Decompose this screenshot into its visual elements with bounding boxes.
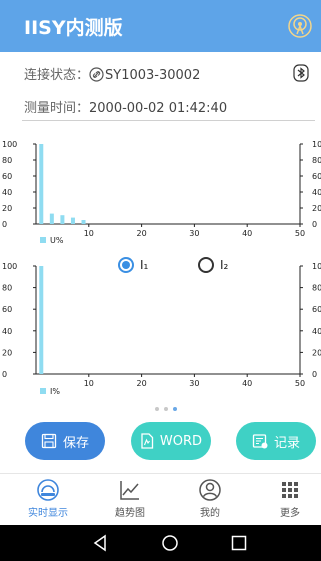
time-label: 测量时间： bbox=[24, 101, 90, 116]
legend-label: U% bbox=[50, 236, 64, 245]
bar bbox=[39, 144, 44, 224]
y-tick-label-right: 40 bbox=[312, 327, 321, 336]
radio-i1-label: I₁ bbox=[140, 258, 149, 272]
page-dot bbox=[155, 407, 159, 411]
nav-more-label: 更多 bbox=[280, 508, 300, 519]
x-tick-label: 40 bbox=[242, 379, 252, 388]
x-tick-label: 30 bbox=[189, 229, 199, 238]
y-tick-label-right: 20 bbox=[312, 348, 321, 357]
home-icon[interactable] bbox=[161, 534, 179, 552]
y-tick-label-right: 10 bbox=[312, 140, 321, 149]
connection-label: 连接状态： bbox=[24, 68, 90, 83]
record-button[interactable]: 记录 bbox=[236, 422, 316, 460]
document-icon bbox=[141, 433, 154, 449]
y-tick-label-left: 100 bbox=[2, 140, 17, 149]
app-title: IISY内测版 bbox=[24, 17, 123, 39]
page-indicator bbox=[155, 407, 177, 411]
bar bbox=[81, 220, 86, 224]
bar bbox=[70, 217, 75, 224]
user-icon bbox=[199, 479, 221, 501]
y-tick-label-left: 60 bbox=[2, 305, 12, 314]
y-tick-label-right: 60 bbox=[312, 305, 321, 314]
record-icon bbox=[252, 434, 268, 449]
nav-realtime-label: 实时显示 bbox=[28, 508, 68, 519]
current-harmonic-chart: 100 10 80 80 60 60 40 40 20 20 0 0 10 20 30 40 50 I% bbox=[0, 259, 321, 401]
y-tick-label-right: 80 bbox=[312, 156, 321, 165]
radio-i2[interactable]: I₂ bbox=[198, 257, 228, 273]
back-icon[interactable] bbox=[92, 534, 108, 552]
y-tick-label-left: 80 bbox=[2, 156, 12, 165]
record-label: 记录 bbox=[273, 435, 300, 451]
y-tick-label-right: 0 bbox=[312, 370, 317, 379]
x-tick-label: 10 bbox=[84, 229, 94, 238]
y-tick-label-right: 40 bbox=[312, 188, 321, 197]
connection-status: 连接状态： SY1003-30002 bbox=[24, 64, 200, 83]
nav-mine-label: 我的 bbox=[200, 508, 220, 519]
page-dot bbox=[164, 407, 168, 411]
nav-trend[interactable]: 趋势图 bbox=[100, 478, 160, 519]
time-value: 2000-00-02 01:42:40 bbox=[89, 101, 228, 116]
bluetooth-icon[interactable] bbox=[292, 64, 310, 82]
voltage-harmonic-svg: 100 10 80 80 60 60 40 40 20 20 0 0 10 20 30 40 50 U% bbox=[2, 140, 321, 245]
x-tick-label: 40 bbox=[242, 229, 252, 238]
device-id: SY1003-30002 bbox=[105, 68, 201, 83]
x-tick-label: 20 bbox=[137, 229, 147, 238]
nav-realtime[interactable]: 实时显示 bbox=[18, 478, 78, 519]
save-button[interactable]: 保存 bbox=[25, 422, 105, 460]
grid-icon bbox=[282, 482, 298, 498]
bar bbox=[60, 215, 65, 224]
legend-swatch bbox=[40, 388, 46, 394]
x-tick-label: 10 bbox=[84, 379, 94, 388]
legend-label: I% bbox=[50, 387, 60, 396]
word-label: WORD bbox=[159, 433, 203, 449]
save-label: 保存 bbox=[62, 435, 89, 451]
broadcast-icon[interactable] bbox=[287, 13, 313, 39]
x-tick-label: 30 bbox=[189, 379, 199, 388]
legend-swatch bbox=[40, 237, 46, 243]
bar bbox=[39, 266, 44, 374]
y-tick-label-right: 10 bbox=[312, 262, 321, 271]
x-tick-label: 50 bbox=[295, 229, 305, 238]
y-tick-label-left: 0 bbox=[2, 370, 7, 379]
y-tick-label-left: 40 bbox=[2, 188, 12, 197]
x-tick-label: 50 bbox=[295, 379, 305, 388]
nav-trend-label: 趋势图 bbox=[115, 508, 145, 519]
y-tick-label-right: 0 bbox=[312, 220, 317, 229]
save-icon bbox=[41, 433, 57, 449]
y-tick-label-right: 80 bbox=[312, 284, 321, 293]
y-tick-label-left: 20 bbox=[2, 348, 12, 357]
recents-icon[interactable] bbox=[230, 534, 248, 552]
y-tick-label-left: 0 bbox=[2, 220, 7, 229]
gauge-icon bbox=[37, 479, 59, 501]
y-tick-label-right: 60 bbox=[312, 172, 321, 181]
radio-i1[interactable]: I₁ bbox=[118, 257, 148, 273]
radio-i2-circle bbox=[198, 257, 214, 273]
y-tick-label-left: 40 bbox=[2, 327, 12, 336]
bar bbox=[49, 213, 54, 224]
measure-time: 测量时间：2000-00-02 01:42:40 bbox=[24, 97, 227, 116]
current-harmonic-svg: 100 10 80 80 60 60 40 40 20 20 0 0 10 20 30 40 50 I% bbox=[2, 262, 321, 396]
y-tick-label-right: 20 bbox=[312, 204, 321, 213]
word-button[interactable]: WORD bbox=[131, 422, 211, 460]
y-tick-label-left: 20 bbox=[2, 204, 12, 213]
y-tick-label-left: 60 bbox=[2, 172, 12, 181]
current-selector: I₁ I₂ bbox=[0, 257, 321, 277]
bottom-nav: 实时显示 趋势图 我的 更多 bbox=[0, 473, 321, 525]
nav-mine[interactable]: 我的 bbox=[180, 478, 240, 519]
radio-i1-circle bbox=[118, 257, 134, 273]
page-dot-active bbox=[173, 407, 177, 411]
system-nav-bar bbox=[0, 525, 321, 561]
y-tick-label-left: 80 bbox=[2, 284, 12, 293]
nav-more[interactable]: 更多 bbox=[260, 478, 320, 519]
trend-chart-icon bbox=[120, 481, 139, 500]
x-tick-label: 20 bbox=[137, 379, 147, 388]
app-bar: IISY内测版 bbox=[0, 0, 321, 52]
radio-i2-label: I₂ bbox=[220, 258, 229, 272]
divider bbox=[22, 120, 315, 121]
y-tick-label-left: 100 bbox=[2, 262, 17, 271]
link-icon bbox=[89, 67, 104, 82]
voltage-harmonic-chart: 100 10 80 80 60 60 40 40 20 20 0 0 10 20 30 40 50 U% bbox=[0, 136, 321, 252]
